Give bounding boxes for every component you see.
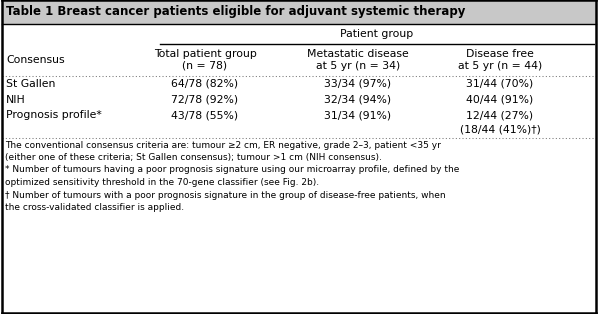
Text: 31/44 (70%): 31/44 (70%): [466, 79, 533, 89]
Text: the cross-validated classifier is applied.: the cross-validated classifier is applie…: [5, 203, 184, 212]
Text: Prognosis profile*: Prognosis profile*: [6, 110, 102, 120]
Text: 31/34 (91%): 31/34 (91%): [325, 110, 392, 120]
Text: 64/78 (82%): 64/78 (82%): [172, 79, 239, 89]
Text: 12/44 (27%)
(18/44 (41%)†): 12/44 (27%) (18/44 (41%)†): [460, 110, 541, 134]
Text: The conventional consensus criteria are: tumour ≥2 cm, ER negative, grade 2–3, p: The conventional consensus criteria are:…: [5, 140, 441, 149]
Text: 33/34 (97%): 33/34 (97%): [325, 79, 392, 89]
Text: 32/34 (94%): 32/34 (94%): [325, 95, 392, 105]
Text: Table 1 Breast cancer patients eligible for adjuvant systemic therapy: Table 1 Breast cancer patients eligible …: [6, 6, 466, 19]
Text: optimized sensitivity threshold in the 70-gene classifier (see Fig. 2b).: optimized sensitivity threshold in the 7…: [5, 178, 319, 187]
Text: 40/44 (91%): 40/44 (91%): [466, 95, 533, 105]
Text: (either one of these criteria; St Gallen consensus); tumour >1 cm (NIH consensus: (either one of these criteria; St Gallen…: [5, 153, 382, 162]
Text: Consensus: Consensus: [6, 55, 65, 65]
Text: Metastatic disease
at 5 yr (n = 34): Metastatic disease at 5 yr (n = 34): [307, 49, 409, 71]
Text: Patient group: Patient group: [340, 29, 413, 39]
Text: NIH: NIH: [6, 95, 26, 105]
Bar: [2, 0, 596, 24]
Text: Total patient group
(n = 78): Total patient group (n = 78): [154, 49, 256, 71]
Text: 72/78 (92%): 72/78 (92%): [172, 95, 239, 105]
Text: St Gallen: St Gallen: [6, 79, 55, 89]
Text: 43/78 (55%): 43/78 (55%): [172, 110, 239, 120]
Text: Disease free
at 5 yr (n = 44): Disease free at 5 yr (n = 44): [458, 49, 542, 71]
Text: * Number of tumours having a poor prognosis signature using our microarray profi: * Number of tumours having a poor progno…: [5, 165, 460, 175]
Text: † Number of tumours with a poor prognosis signature in the group of disease-free: † Number of tumours with a poor prognosi…: [5, 191, 446, 199]
